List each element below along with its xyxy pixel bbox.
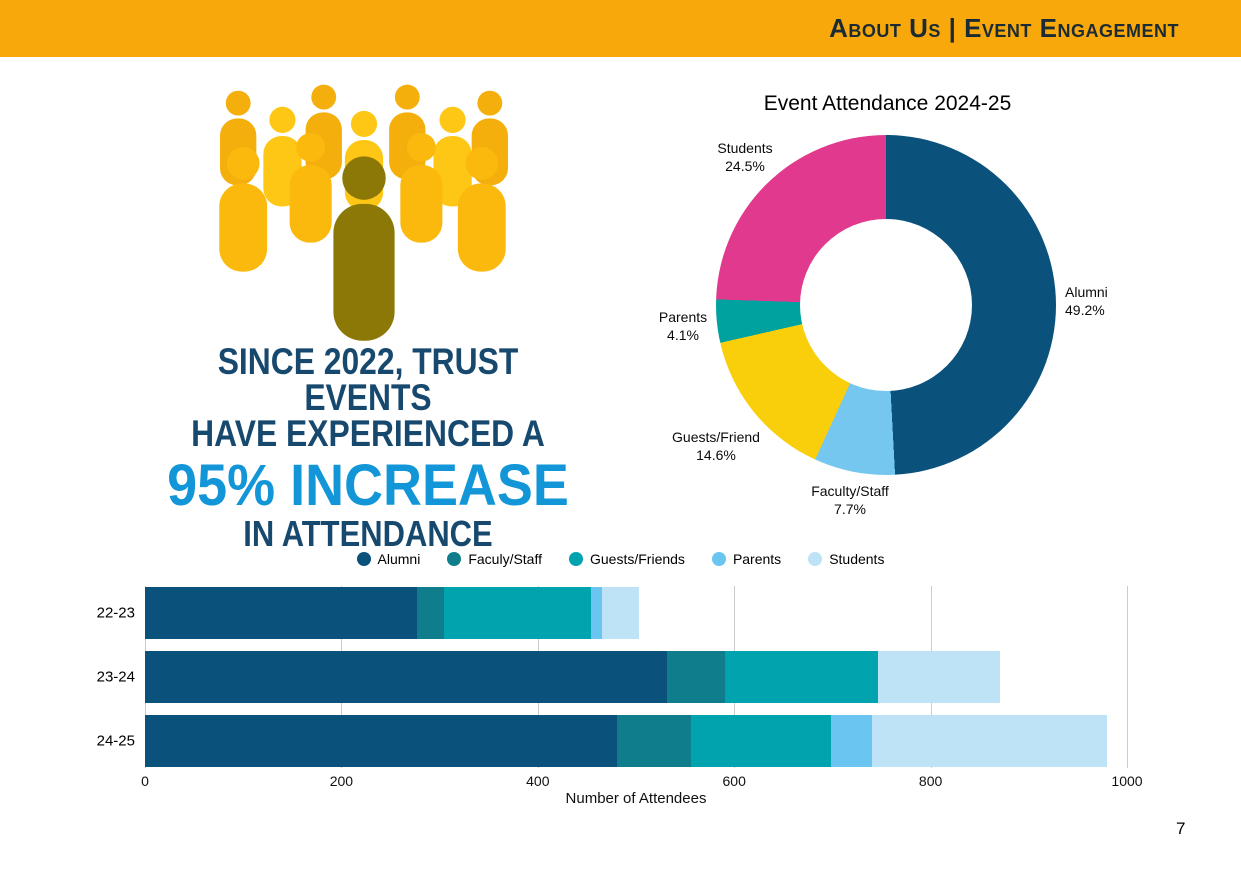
- pie-label-value: 24.5%: [725, 158, 765, 175]
- crowd-illustration: [219, 84, 509, 341]
- headline-line-2: HAVE EXPERIENCED A: [191, 413, 545, 454]
- legend-item: Alumni: [356, 551, 421, 567]
- pie-chart-title: Event Attendance 2024-25: [763, 92, 1012, 115]
- legend-label: Parents: [732, 551, 782, 567]
- pie-label-value: 7.7%: [834, 501, 866, 518]
- pie-label-value: 14.6%: [696, 447, 736, 464]
- legend-label: Faculy/Staff: [468, 551, 542, 567]
- x-tick-label: 600: [722, 773, 746, 789]
- bar-segment-alumni: [145, 651, 668, 703]
- headline-line-1: SINCE 2022, TRUST EVENTS: [217, 341, 519, 418]
- x-axis-title: Number of Attendees: [565, 790, 707, 807]
- gridline: [1127, 586, 1128, 768]
- legend-dot-icon: [808, 552, 823, 566]
- bar-segment-faculy-staff: [617, 715, 691, 767]
- bar-segment-students: [601, 587, 639, 639]
- legend-label: Guests/Friends: [590, 551, 685, 567]
- pie-label-name: Parents: [658, 309, 708, 325]
- x-tick-label: 400: [526, 773, 550, 789]
- legend-item: Faculy/Staff: [447, 551, 542, 567]
- headline-highlight: 95% INCREASE: [167, 453, 569, 518]
- pie-label-faculty-staff: Faculty/Staff 7.7%: [790, 482, 910, 518]
- page-number: 7: [1176, 819, 1186, 838]
- legend-item: Guests/Friends: [569, 551, 685, 567]
- legend-label: Alumni: [377, 551, 421, 567]
- bar-legend: Alumni Faculy/Staff Guests/Friends Parents S…: [0, 551, 1241, 567]
- bar-segment-guests-friends: [690, 715, 832, 767]
- pie-label-alumni: Alumni 49.2%: [1065, 283, 1155, 319]
- bar-segment-alumni: [145, 587, 417, 639]
- bar-row: 24-25: [97, 715, 1127, 767]
- bar-segment-guests-friends: [444, 587, 591, 639]
- x-tick-label: 1000: [1111, 773, 1143, 789]
- pie-label-value: 4.1%: [667, 327, 699, 344]
- legend-dot-icon: [356, 552, 371, 566]
- bar-segment-alumni: [145, 715, 618, 767]
- header-title: About Us | Event Engagement: [829, 13, 1179, 43]
- bar-category-label: 24-25: [96, 732, 135, 750]
- bar-rows: 22-23 23-24 24-25: [97, 587, 1127, 767]
- bar-segment-students: [871, 715, 1108, 767]
- legend-label: Students: [829, 551, 885, 567]
- pie-label-name: Alumni: [1065, 284, 1108, 300]
- x-tick-label: 800: [918, 773, 943, 789]
- bar-segment-faculy-staff: [417, 587, 445, 639]
- bar-row: 22-23: [97, 587, 1127, 639]
- x-axis-ticks: 0 200 400 600 800 1000: [141, 773, 1142, 791]
- x-tick-label: 200: [329, 773, 354, 789]
- bar-row: 23-24: [97, 651, 1127, 703]
- leader-person-icon: [333, 156, 395, 341]
- pie-label-value: 49.2%: [1065, 302, 1105, 319]
- legend-dot-icon: [569, 552, 583, 566]
- pie-label-parents: Parents 4.1%: [633, 308, 733, 344]
- bar-category-label: 22-23: [96, 604, 135, 622]
- bar-segment-guests-friends: [725, 651, 878, 703]
- bar-segment-faculy-staff: [667, 651, 726, 703]
- bar-segment-parents: [590, 587, 602, 639]
- bar-segment-parents: [831, 715, 872, 767]
- legend-dot-icon: [711, 552, 726, 566]
- donut-chart: [716, 135, 1056, 475]
- header-band: About Us | Event Engagement: [0, 0, 1241, 57]
- bar-segment-students: [877, 651, 1001, 703]
- legend-item: Students: [808, 551, 884, 567]
- donut-hole: [800, 219, 972, 391]
- bar-category-label: 23-24: [96, 668, 135, 686]
- headline-block: SINCE 2022, TRUST EVENTS HAVE EXPERIENCE…: [143, 341, 593, 554]
- pie-label-name: Students: [717, 140, 773, 156]
- pie-label-guests-friend: Guests/Friend 14.6%: [656, 428, 776, 464]
- pie-label-students: Students 24.5%: [690, 139, 800, 175]
- headline-line-3: IN ATTENDANCE: [243, 513, 493, 554]
- x-tick-label: 0: [141, 773, 149, 789]
- pie-label-name: Faculty/Staff: [811, 483, 889, 499]
- legend-item: Parents: [711, 551, 782, 567]
- legend-dot-icon: [447, 552, 462, 566]
- pie-label-name: Guests/Friend: [672, 429, 760, 445]
